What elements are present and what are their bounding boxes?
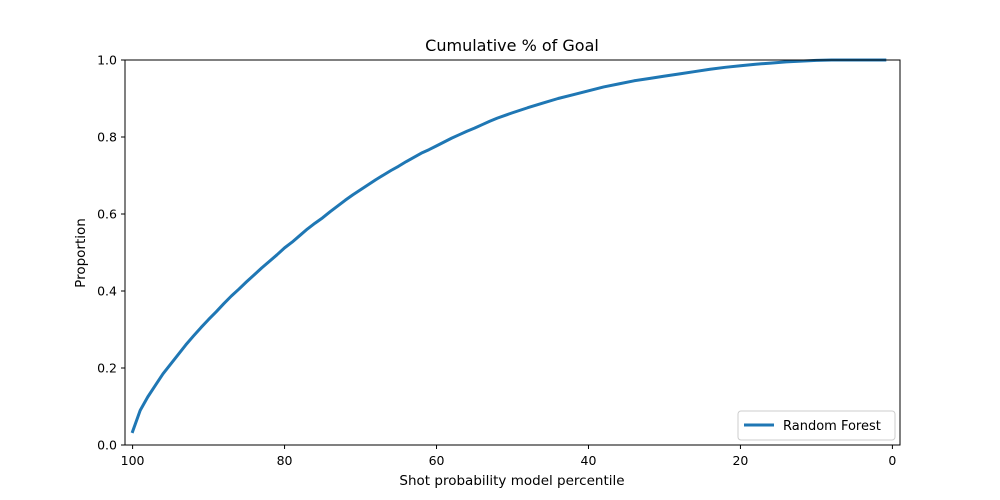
series-line-random-forest [130, 58, 887, 434]
x-axis: 100 80 60 40 20 0 [121, 445, 896, 468]
y-tick-label: 0.2 [97, 361, 117, 376]
y-tick-label: 1.0 [97, 53, 117, 68]
legend-box [737, 410, 896, 441]
y-tick-label: 0.4 [97, 284, 117, 299]
y-axis: 0.0 0.2 0.4 0.6 0.8 1.0 [97, 53, 125, 453]
x-tick-label: 0 [888, 453, 896, 468]
x-axis-label: Shot probability model percentile [399, 473, 624, 489]
y-tick-label: 0.6 [97, 207, 117, 222]
x-tick-label: 40 [581, 453, 597, 468]
chart-title: Cumulative % of Goal [425, 36, 599, 55]
x-tick-label: 80 [277, 453, 293, 468]
x-tick-label: 20 [732, 453, 748, 468]
y-axis-label: Proportion [73, 218, 89, 288]
legend: Random Forest [737, 410, 896, 441]
legend-label-random-forest: Random Forest [783, 419, 881, 434]
y-tick-label: 0.0 [97, 438, 117, 453]
x-tick-label: 100 [121, 453, 145, 468]
plot-frame [124, 59, 901, 446]
x-tick-label: 60 [429, 453, 445, 468]
plot-area [130, 58, 887, 434]
y-tick-label: 0.8 [97, 130, 117, 145]
